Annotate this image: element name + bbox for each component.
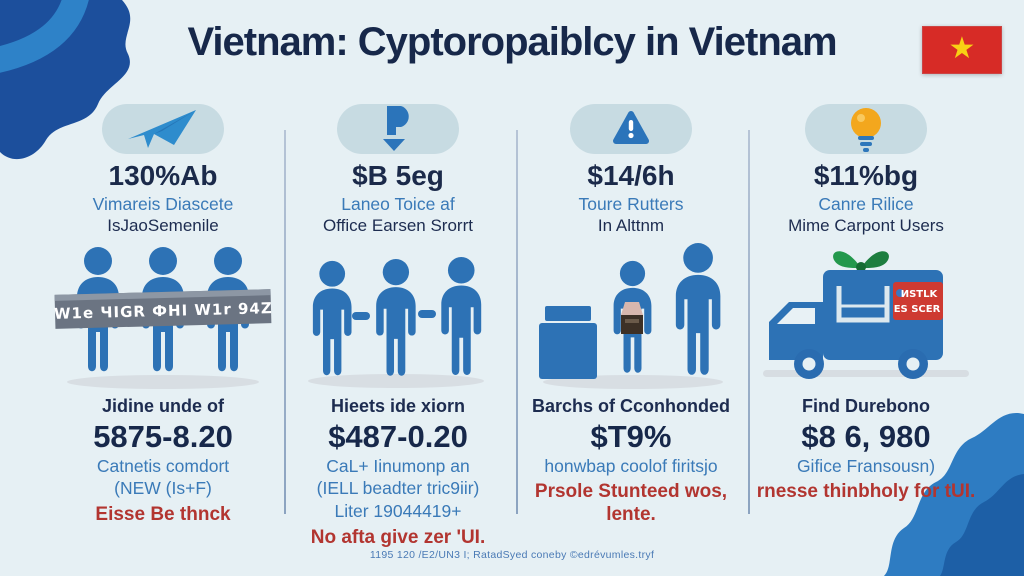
stat-column-growth: 130%Ab Vimareis Diascete IsJaoSemenile U… [48, 104, 278, 527]
detail-line: (NEW (Is+F) [114, 478, 212, 499]
people-group-graphic [288, 240, 508, 392]
truck-sign: ИSTLK ES SCER [893, 282, 943, 321]
big-value: $T9% [590, 419, 672, 455]
people-box-graphic [521, 240, 741, 392]
warning-triangle-icon [613, 111, 649, 144]
column-divider [748, 130, 750, 514]
column-divider [516, 130, 518, 514]
note-line: rnesse thinbholy for tUI. [756, 481, 976, 503]
stat-subline: In Alttnm [597, 215, 665, 235]
stat-subtitle: Canre Rilice [818, 193, 914, 214]
detail-line: CaL+ Iinumonp an [326, 455, 470, 476]
stat-subtitle: Laneo Toice af [341, 193, 455, 214]
truck-sign-line1: ИSTLK [901, 289, 939, 300]
detail-line: Gifice Fransousn) [796, 455, 936, 476]
icon-pill [805, 104, 927, 154]
stat-subtitle: Toure Rutters [578, 193, 684, 214]
column-divider [284, 130, 286, 514]
stat-column-users: $11%bg Canre Rilice Mime Carpont Users И… [749, 104, 983, 504]
icon-pill [337, 104, 459, 154]
detail-line: Liter 19044419+ [334, 501, 462, 522]
lantern-icon [621, 302, 643, 335]
paper-plane-icon [128, 110, 196, 148]
footer-text: 1195 120 /E2/UN3 I; RatadSyed coneby ©ed… [369, 549, 655, 561]
flag-star-icon: ★ [948, 31, 976, 65]
stat-value: $B 5eg [352, 160, 444, 191]
stat-column-volume: $B 5eg Laneo Toice af Office Earsen Sror… [283, 104, 513, 550]
stat-column-risk: $14/6h Toure Rutters In Alttnm Barchs of… [516, 104, 746, 527]
section-caption: Barchs of Cconhonded [531, 396, 730, 417]
section-caption: Jidine unde of [101, 396, 224, 417]
detail-line: honwbap coolof firitsjo [544, 455, 718, 476]
note-line: Prsole Stunteed wos, lente. [534, 481, 728, 526]
big-value: $8 6, 980 [801, 419, 931, 455]
stat-value: 130%Ab [108, 160, 218, 191]
section-caption: Find Durebono [802, 396, 930, 417]
detail-line: (IELL beadter tric9iir) [316, 478, 480, 499]
flag-pin-icon [383, 106, 409, 151]
note-line: Eisse Be thnck [95, 504, 231, 526]
stat-subline: Office Earsen Srorrt [323, 215, 473, 235]
lightbulb-icon [851, 108, 881, 152]
stat-subtitle: Vimareis Diascete [92, 193, 234, 214]
page-title: Vietnam: Cyptoropaiblcy in Vietnam [187, 20, 837, 64]
vietnam-flag: ★ [922, 26, 1002, 74]
delivery-truck-graphic: ИSTLK ES SCER [761, 240, 971, 392]
big-value: 5875-8.20 [93, 419, 233, 455]
big-value: $487-0.20 [328, 419, 468, 455]
people-banner-graphic: UW1e ЧIGR ФHI W1r 94ZR [53, 240, 273, 392]
icon-pill [570, 104, 692, 154]
truck-sign-line2: ES SCER [894, 304, 941, 315]
stat-subline: IsJaoSemenile [107, 215, 219, 235]
icon-pill [102, 104, 224, 154]
stat-subline: Mime Carpont Users [788, 215, 944, 235]
stat-value: $11%bg [813, 160, 919, 191]
section-caption: Hieets ide xiorn [330, 396, 466, 417]
note-line: No afta give zer 'UI. [310, 526, 486, 548]
stat-value: $14/6h [587, 160, 675, 191]
detail-line: Catnetis comdort [96, 455, 230, 476]
